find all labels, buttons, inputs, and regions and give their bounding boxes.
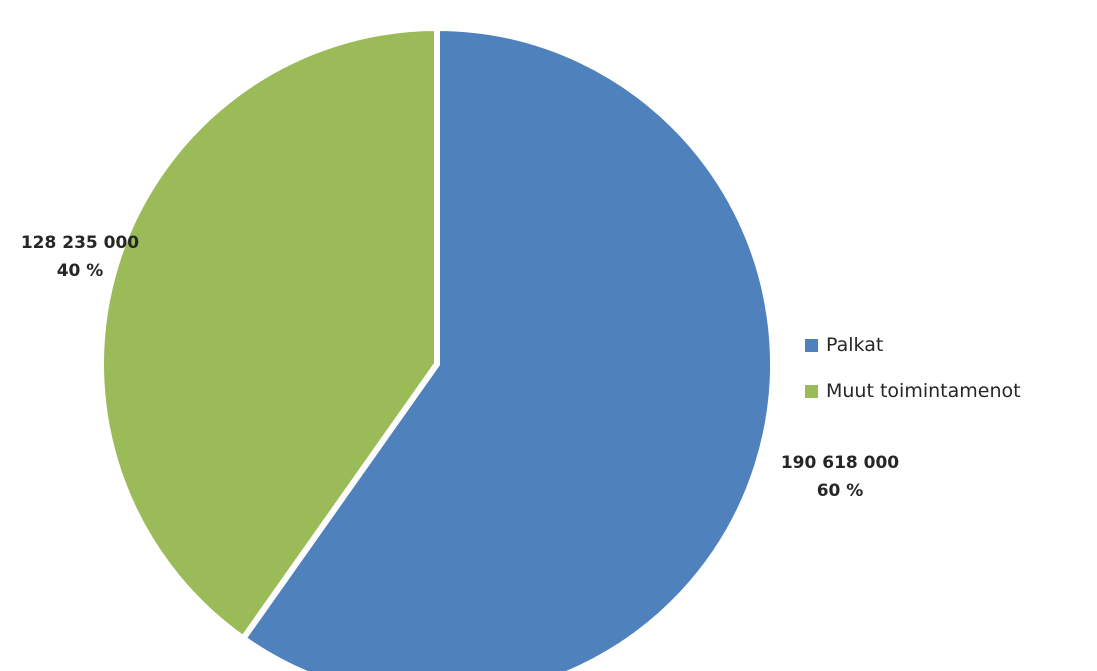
data-label-palkat: 190 618 000 60 %: [775, 449, 905, 505]
data-label-muut-toimintamenot-value: 128 235 000: [20, 233, 140, 253]
data-label-palkat-value: 190 618 000: [780, 453, 900, 473]
chart-legend: Palkat Muut toimintamenot: [805, 332, 1021, 424]
legend-item-muut-toimintamenot: Muut toimintamenot: [805, 378, 1021, 404]
legend-label-palkat: Palkat: [826, 334, 884, 356]
data-label-palkat-percent: 60 %: [816, 481, 864, 501]
pie-slice-palkat: [239, 24, 776, 671]
legend-item-palkat: Palkat: [805, 332, 1021, 358]
legend-label-muut-toimintamenot: Muut toimintamenot: [826, 380, 1021, 402]
pie-slice-muut-toimintamenot: [98, 24, 440, 643]
data-label-muut-toimintamenot-percent: 40 %: [56, 261, 104, 281]
legend-swatch-palkat: [805, 338, 818, 352]
legend-swatch-muut-toimintamenot: [805, 384, 818, 398]
data-label-muut-toimintamenot: 128 235 000 40 %: [5, 229, 155, 285]
